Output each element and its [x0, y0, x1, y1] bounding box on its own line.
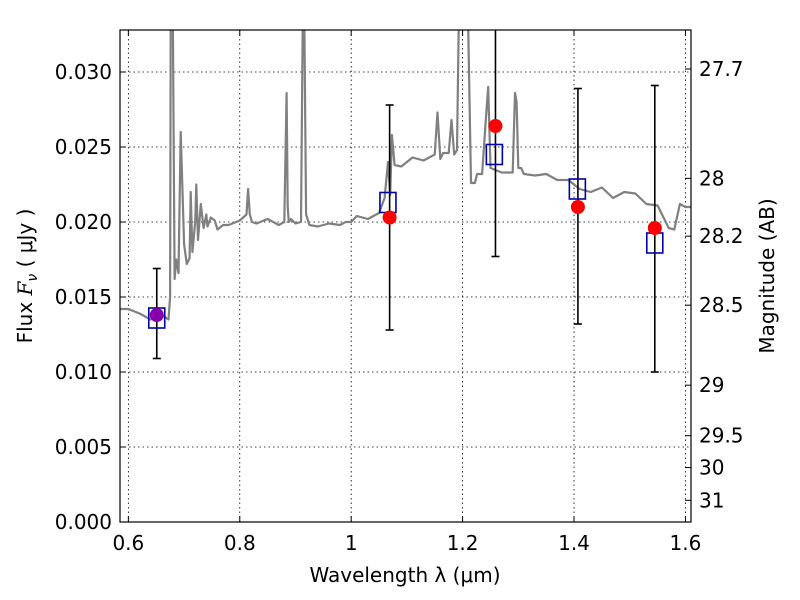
x-tick-label: 0.6: [112, 531, 144, 555]
observed-layer: [149, 119, 662, 322]
right-tick-label: 31: [699, 488, 724, 512]
right-tick-labels: 27.7 28 28.2 28.5 29 29.5 30 31: [699, 57, 744, 512]
right-tick-label: 27.7: [699, 57, 744, 81]
observed-point: [647, 221, 662, 235]
x-tick-label: 1.2: [447, 531, 479, 555]
x-tick-label: 1.6: [670, 531, 702, 555]
right-tick-label: 29: [699, 373, 724, 397]
model-point: [568, 178, 587, 200]
right-tick-label: 28.2: [699, 224, 744, 248]
y-tick-label: 0.025: [55, 135, 112, 159]
spectrum-layer: [120, 30, 691, 321]
y-tick-label: 0.015: [55, 285, 112, 309]
x-tick-labels: 0.6 0.8 1 1.2 1.4 1.6: [112, 531, 701, 555]
observed-point: [149, 308, 164, 322]
plot-background: [120, 30, 691, 522]
observed-point: [570, 200, 585, 214]
x-tick-label: 1.4: [558, 531, 590, 555]
observed-point: [488, 119, 503, 133]
right-tick-label: 29.5: [699, 424, 744, 448]
y-title-pre: Flux: [13, 295, 37, 343]
model-layer: [147, 143, 664, 329]
right-tick-label: 28: [699, 166, 724, 190]
y-title-subscript: ν: [25, 274, 41, 282]
y-axis-title-left: Flux Fν ( μJy ): [13, 209, 41, 344]
ticks: [120, 30, 691, 523]
x-axis-title: Wavelength λ (μm): [309, 563, 500, 587]
y-tick-label: 0.020: [55, 210, 112, 234]
y-title-symbol: F: [13, 280, 37, 296]
y-title-post: ( μJy ): [13, 209, 37, 274]
model-point: [485, 143, 504, 166]
y-tick-label: 0.010: [55, 360, 112, 384]
observed-point: [382, 210, 397, 225]
y-tick-label: 0.000: [55, 510, 112, 534]
y-tick-labels: 0.000 0.005 0.010 0.015 0.020 0.025 0.030: [55, 60, 112, 534]
y-tick-label: 0.030: [55, 60, 112, 84]
y-axis-title-right: Magnitude (AB): [755, 198, 779, 353]
spectrum-line: [120, 30, 691, 321]
right-tick-label: 30: [699, 456, 724, 480]
y-tick-label: 0.005: [55, 435, 112, 459]
right-tick-label: 28.5: [699, 293, 744, 317]
plot-frame: [119, 29, 692, 523]
x-tick-label: 0.8: [224, 531, 256, 555]
x-tick-label: 1: [345, 531, 358, 555]
